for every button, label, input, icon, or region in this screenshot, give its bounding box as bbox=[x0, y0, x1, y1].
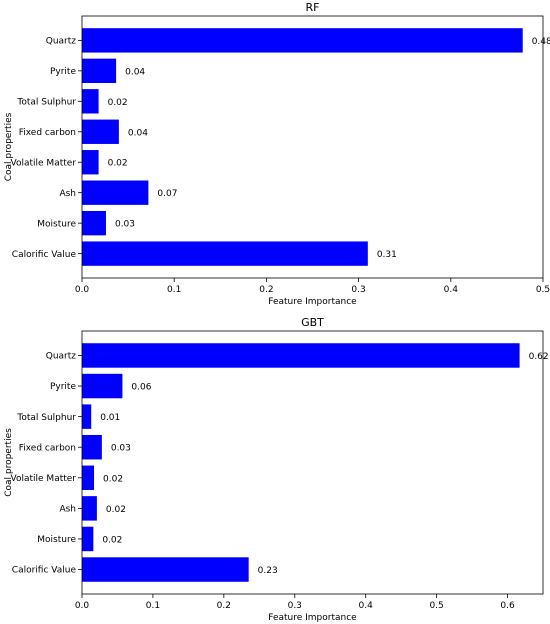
x-tick-label: 0.0 bbox=[75, 285, 90, 295]
x-tick-label: 0.2 bbox=[217, 601, 231, 611]
bar bbox=[82, 119, 119, 144]
category-label: Calorific Value bbox=[12, 566, 77, 576]
category-label: Volatile Matter bbox=[11, 474, 77, 484]
bar bbox=[82, 404, 92, 429]
data-label: 0.02 bbox=[103, 474, 123, 484]
data-label: 0.01 bbox=[100, 413, 120, 423]
x-tick-label: 0.0 bbox=[75, 601, 90, 611]
category-label: Volatile Matter bbox=[11, 158, 77, 168]
x-tick-label: 0.1 bbox=[146, 601, 160, 611]
data-label: 0.02 bbox=[108, 159, 128, 169]
bar bbox=[82, 210, 106, 236]
x-tick-label: 0.3 bbox=[288, 601, 302, 611]
x-tick-label: 0.4 bbox=[444, 285, 459, 295]
data-label: 0.02 bbox=[106, 505, 126, 515]
category-label: Calorific Value bbox=[12, 250, 77, 260]
bar bbox=[82, 373, 123, 399]
bar bbox=[82, 465, 95, 491]
bar bbox=[82, 58, 117, 84]
chart-title: RF bbox=[306, 1, 320, 14]
chart-title: GBT bbox=[301, 316, 324, 329]
y-axis-label: Coal properties bbox=[4, 428, 14, 497]
bar bbox=[82, 241, 368, 266]
bar bbox=[82, 434, 102, 460]
bar bbox=[82, 89, 99, 114]
bar bbox=[82, 343, 520, 368]
plot-frame bbox=[81, 15, 544, 279]
x-tick-label: 0.4 bbox=[359, 601, 374, 611]
category-label: Ash bbox=[59, 505, 76, 515]
category-label: Quartz bbox=[46, 352, 77, 362]
category-label: Pyrite bbox=[50, 67, 76, 77]
data-label: 0.02 bbox=[108, 98, 128, 108]
category-label: Pyrite bbox=[50, 382, 76, 392]
bar bbox=[82, 28, 523, 53]
data-label: 0.04 bbox=[125, 67, 145, 77]
data-label: 0.06 bbox=[131, 383, 151, 393]
x-tick-label: 0.1 bbox=[167, 285, 181, 295]
x-axis-label: Feature Importance bbox=[268, 297, 357, 307]
data-label: 0.07 bbox=[157, 189, 177, 199]
chart-gbt: GBT 0.23 Calorific Value 0.02 Moisture 0.02 As… bbox=[4, 316, 549, 623]
x-tick-label: 0.5 bbox=[536, 285, 550, 295]
data-label: 0.23 bbox=[258, 566, 278, 576]
bar bbox=[82, 557, 249, 582]
category-label: Moisture bbox=[37, 535, 76, 545]
bar bbox=[82, 526, 94, 552]
x-axis-label: Feature Importance bbox=[268, 613, 357, 623]
chart-rf: RF 0.31 Calorific Value 0.03 Moisture 0.07 Ash… bbox=[4, 1, 550, 307]
category-label: Moisture bbox=[37, 219, 76, 229]
x-tick-label: 0.2 bbox=[259, 285, 273, 295]
category-label: Total Sulphur bbox=[16, 413, 76, 423]
x-tick-label: 0.6 bbox=[500, 601, 515, 611]
bar bbox=[82, 496, 97, 521]
data-label: 0.31 bbox=[377, 250, 397, 260]
data-label: 0.62 bbox=[529, 352, 549, 362]
category-label: Fixed carbon bbox=[19, 443, 76, 453]
data-label: 0.48 bbox=[532, 37, 550, 47]
category-label: Quartz bbox=[46, 37, 77, 47]
data-label: 0.04 bbox=[128, 128, 148, 138]
bar bbox=[82, 150, 99, 175]
bar bbox=[82, 180, 149, 205]
category-label: Total Sulphur bbox=[16, 98, 76, 108]
x-tick-label: 0.3 bbox=[351, 285, 365, 295]
plot-frame bbox=[81, 330, 544, 595]
data-label: 0.03 bbox=[115, 220, 135, 230]
data-label: 0.02 bbox=[102, 535, 122, 545]
y-axis-label: Coal properties bbox=[4, 112, 14, 181]
category-label: Fixed carbon bbox=[19, 128, 76, 138]
data-label: 0.03 bbox=[111, 444, 131, 454]
x-tick-label: 0.5 bbox=[429, 601, 443, 611]
category-label: Ash bbox=[59, 189, 76, 199]
